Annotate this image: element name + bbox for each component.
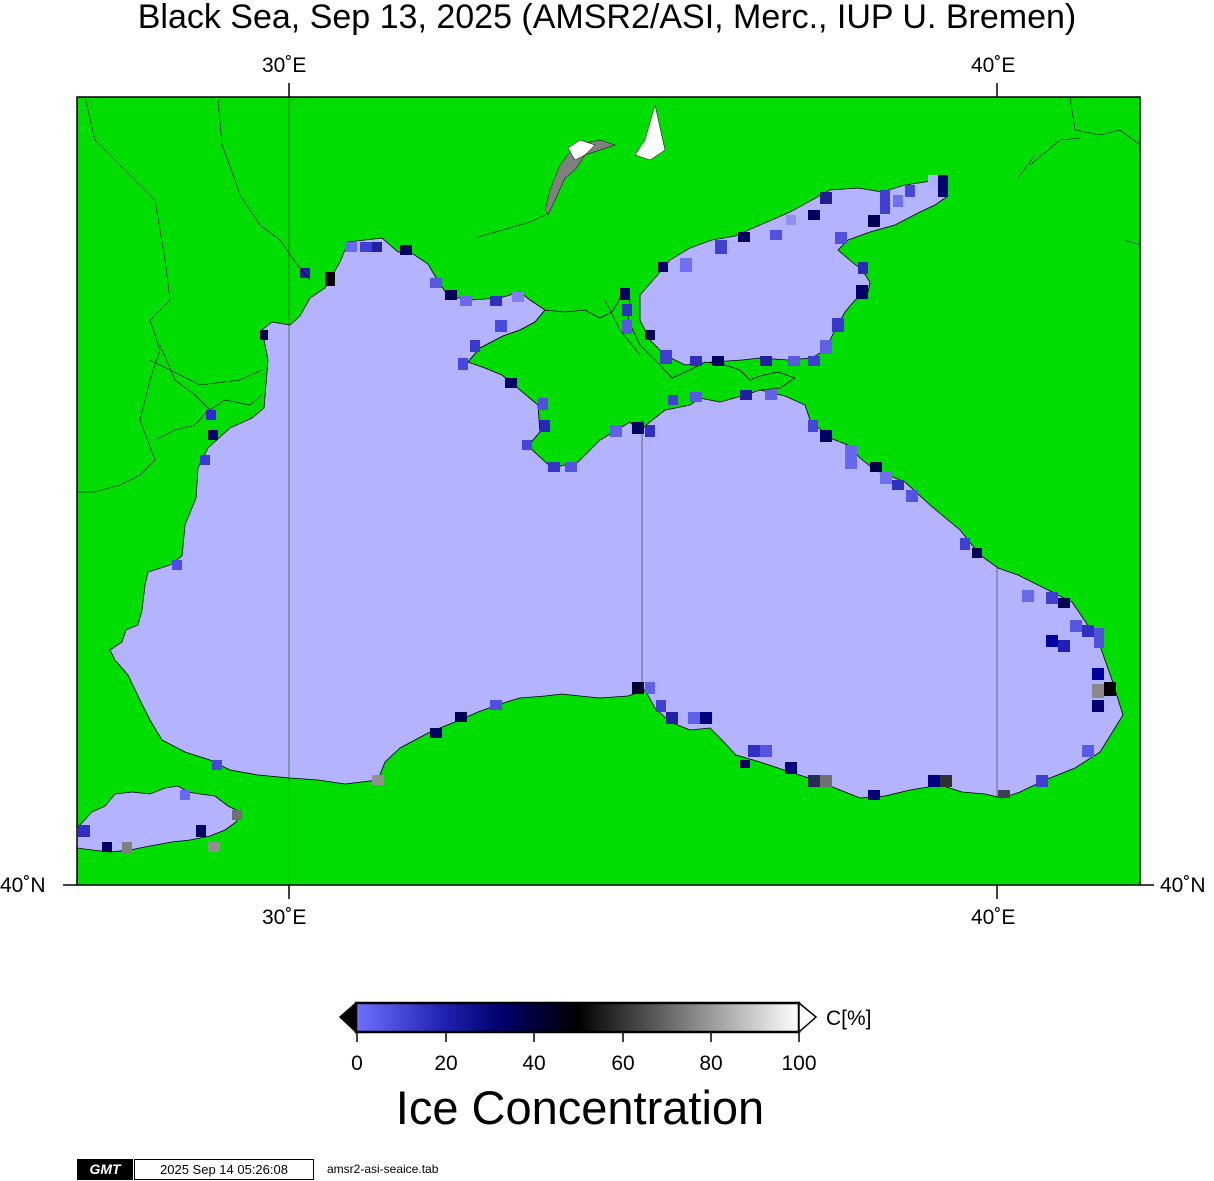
- colorbar: [338, 1001, 818, 1042]
- lon-label-top-40e: 40˚E: [971, 54, 1016, 77]
- colorbar-low-triangle: [338, 1001, 357, 1034]
- footer-timestamp: 2025 Sep 14 05:26:08: [134, 1159, 314, 1180]
- colorbar-tick-label: 40: [522, 1052, 546, 1075]
- map-ticks: [63, 83, 1154, 899]
- ice-edge-pixels: [78, 175, 1116, 854]
- colorbar-label: Ice Concentration: [395, 1081, 765, 1134]
- gmt-logo: GMT: [77, 1159, 133, 1180]
- lon-label-bottom-40e: 40˚E: [971, 906, 1016, 929]
- footer-filename: amsr2-asi-seaice.tab: [327, 1162, 439, 1176]
- colorbar-ticks: [356, 1032, 800, 1042]
- map-frame: [76, 96, 1141, 886]
- map-area: [77, 97, 1140, 885]
- colorbar-high-triangle: [798, 1001, 818, 1034]
- colorbar-tick-label: 60: [611, 1052, 635, 1075]
- colorbar-tick-label: 20: [434, 1052, 458, 1075]
- country-borders: [77, 97, 1140, 493]
- colorbar-tick-label: 80: [699, 1052, 723, 1075]
- colorbar-tick-label: 100: [781, 1052, 817, 1075]
- colorbar-unit: C[%]: [826, 1007, 872, 1030]
- lon-label-bottom-30e: 30˚E: [262, 906, 307, 929]
- map-title: Black Sea, Sep 13, 2025 (AMSR2/ASI, Merc…: [137, 0, 1077, 36]
- colorbar-tick-label: 0: [351, 1052, 363, 1075]
- sivash-white-2: [567, 139, 596, 161]
- lat-label-left-40n: 40˚N: [0, 874, 46, 897]
- lon-label-top-30e: 30˚E: [262, 54, 307, 77]
- lat-label-right-40n: 40˚N: [1160, 874, 1206, 897]
- colorbar-gradient: [354, 1001, 801, 1034]
- sivash-white: [634, 104, 666, 161]
